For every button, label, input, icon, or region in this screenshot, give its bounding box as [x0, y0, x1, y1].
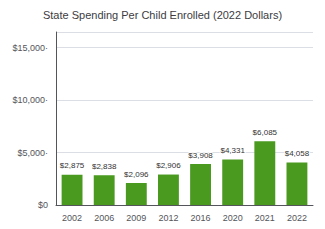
svg-text:2020: 2020 [223, 213, 243, 223]
svg-text:$2,875: $2,875 [60, 161, 85, 170]
svg-text:$15,000·: $15,000· [12, 43, 48, 53]
svg-text:$0: $0 [38, 200, 48, 210]
svg-text:2016: 2016 [191, 213, 211, 223]
svg-text:$2,906: $2,906 [156, 161, 181, 170]
svg-text:$2,838: $2,838 [92, 162, 117, 171]
svg-text:$3,908: $3,908 [188, 151, 213, 160]
svg-text:$2,096: $2,096 [124, 170, 149, 179]
svg-text:$4,058: $4,058 [285, 149, 310, 158]
svg-text:2002: 2002 [62, 213, 82, 223]
svg-text:2022: 2022 [287, 213, 307, 223]
svg-text:2021: 2021 [255, 213, 275, 223]
svg-text:2006: 2006 [94, 213, 114, 223]
svg-text:$5,000·: $5,000· [17, 148, 48, 158]
svg-text:$6,085: $6,085 [253, 128, 278, 137]
svg-text:2012: 2012 [158, 213, 178, 223]
svg-text:State Spending Per Child Enrol: State Spending Per Child Enrolled (2022 … [43, 9, 282, 21]
svg-text:$4,331: $4,331 [220, 146, 245, 155]
svg-text:2009: 2009 [126, 213, 146, 223]
svg-text:$10,000·: $10,000· [12, 95, 48, 105]
